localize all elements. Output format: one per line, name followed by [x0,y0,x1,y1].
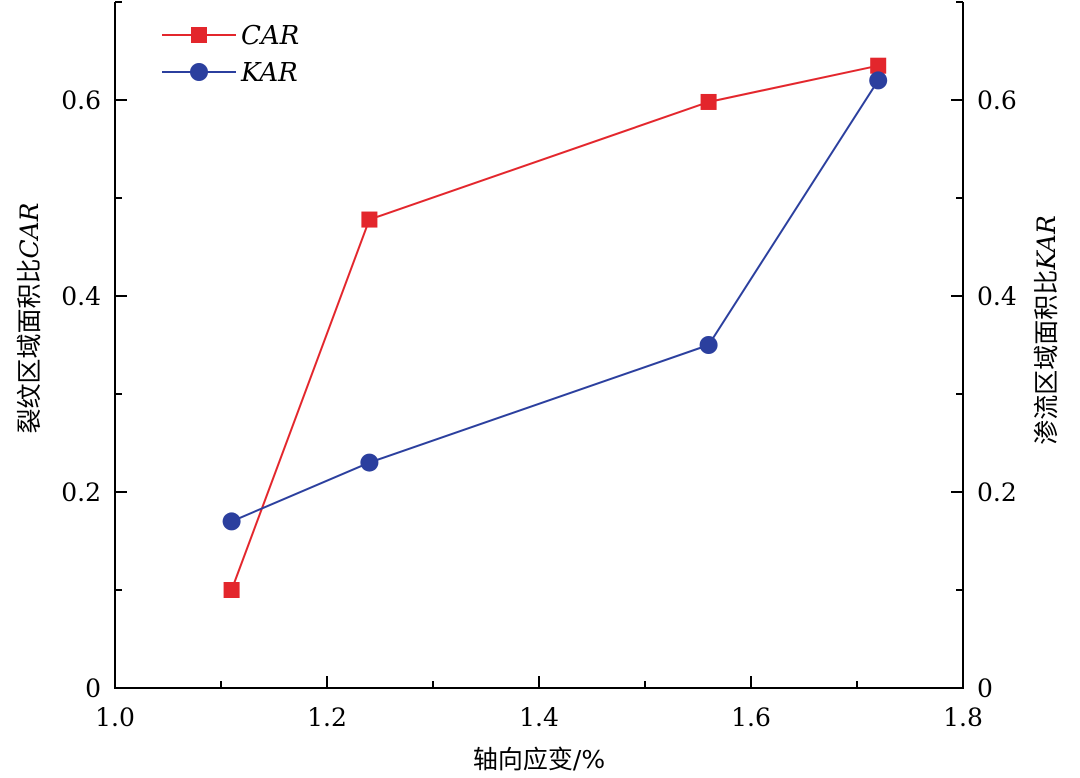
x-axis-title: 轴向应变/% [473,745,605,774]
left-axis-title: 裂纹区域面积比CAR [15,202,44,433]
y-left-tick-label: 0.2 [61,478,101,507]
y-left-tick-label: 0 [85,674,101,703]
y-right-tick-label: 0.6 [977,86,1017,115]
kar-line [231,79,880,523]
series-lines [230,64,880,591]
y-right-tick-label: 0.2 [977,478,1017,507]
y-right-tick-label: 0 [977,674,993,703]
legend-car-label: CAR [241,21,299,51]
legend-car-marker [191,27,207,43]
car-point [870,57,887,74]
kar-point [222,512,241,531]
left-axis-title-text: 裂纹区域面积比 [15,259,44,434]
right-axis-title-italic: KAR [1032,215,1061,271]
x-tick-label: 1.8 [943,703,983,732]
car-point [361,211,378,228]
x-tick-label: 1.2 [307,703,347,732]
kar-point [869,71,888,90]
legend: CAR KAR [162,21,299,88]
y-left-tick-label: 0.6 [61,86,101,115]
x-tick-label: 1.6 [731,703,771,732]
legend-kar-marker [190,63,208,81]
legend-kar-label: KAR [240,58,298,88]
car-line [230,64,879,591]
car-point [700,93,717,110]
y-right-tick-label: 0.4 [977,282,1017,311]
kar-point [360,453,379,472]
kar-point [699,336,718,354]
series-markers [222,57,888,598]
x-tick-label: 1.4 [519,703,559,732]
x-tick-label: 1.0 [95,703,135,732]
ticks: 1.0 1.2 1.4 1.6 1.80 00.2 0.20.4 0.40.6 0.6 [61,0,1017,732]
y-left-tick-label: 0.4 [61,282,101,311]
right-axis-title: 渗流区域面积比KAR [1032,215,1061,445]
left-axis-title-italic: CAR [15,202,44,258]
right-axis-title-text: 渗流区域面积比 [1032,270,1061,445]
car-point [223,582,240,598]
